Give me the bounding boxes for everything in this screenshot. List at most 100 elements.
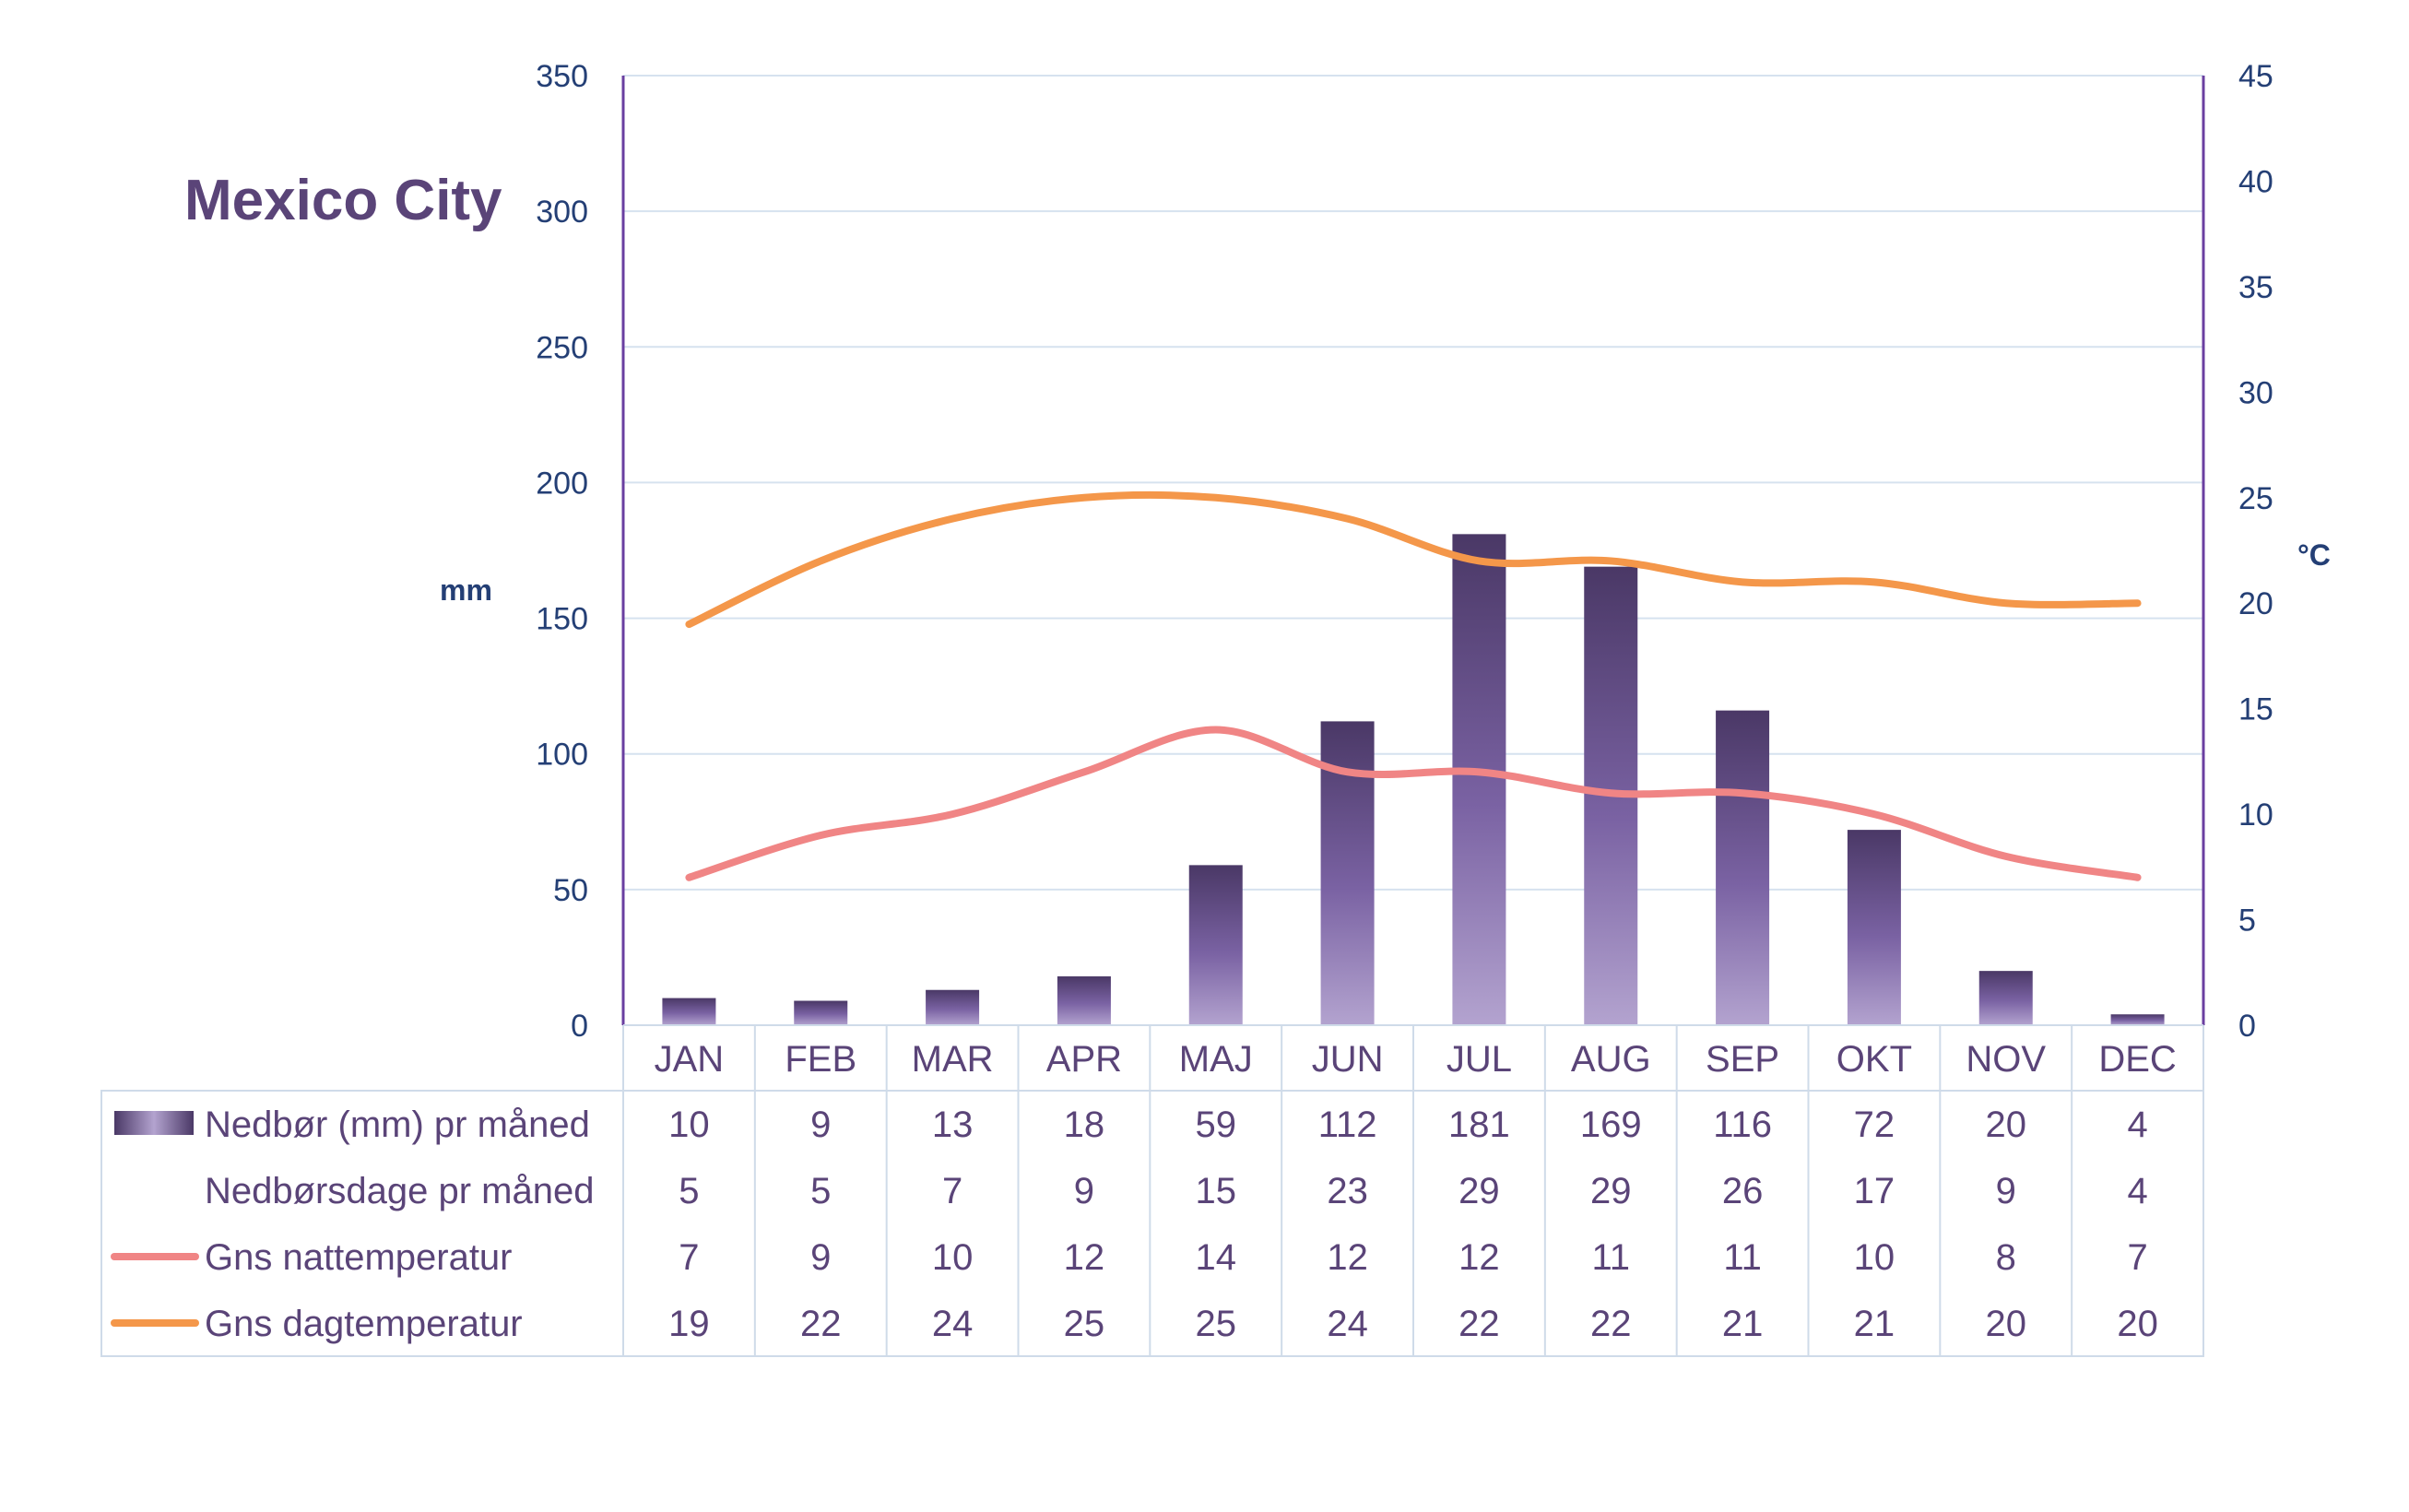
precipitation-bar [1452, 534, 1506, 1025]
table-cell: 24 [1327, 1304, 1368, 1344]
precipitation-bar [794, 1000, 848, 1025]
y2-tick-label: 20 [2238, 586, 2273, 621]
table-cell: 12 [1327, 1237, 1368, 1278]
y2-tick-label: 35 [2238, 270, 2273, 305]
table-cell: 17 [1854, 1171, 1895, 1211]
table-cell: 21 [1722, 1304, 1764, 1344]
table-cell: 9 [1074, 1171, 1094, 1211]
temperature-lines [685, 490, 2142, 881]
table-cell: 8 [1996, 1237, 2016, 1278]
y-tick-label: 350 [536, 59, 588, 94]
x-tick-label: SEP [1706, 1039, 1779, 1080]
table-row-label: Gns dagtemperatur [205, 1304, 523, 1344]
table-cell: 7 [679, 1237, 699, 1278]
table-cell: 25 [1064, 1304, 1105, 1344]
y-tick-label: 300 [536, 195, 588, 230]
y-tick-label: 100 [536, 738, 588, 773]
chart-title: Mexico City [184, 169, 502, 232]
table-cell: 23 [1327, 1171, 1368, 1211]
table-cell: 4 [2127, 1104, 2147, 1145]
table-cell: 12 [1064, 1237, 1105, 1278]
table-cell: 9 [810, 1237, 831, 1278]
y2-tick-label: 45 [2238, 59, 2273, 94]
precipitation-bars [662, 534, 2165, 1025]
x-tick-label: AUG [1571, 1039, 1651, 1080]
table-cell: 10 [932, 1237, 974, 1278]
x-tick-label: MAR [912, 1039, 994, 1080]
table-cell: 10 [668, 1104, 710, 1145]
table-cell: 14 [1196, 1237, 1237, 1278]
table-cell: 20 [1986, 1304, 2027, 1344]
y-tick-label: 0 [571, 1009, 588, 1044]
table-cell: 9 [810, 1104, 831, 1145]
precipitation-bar [1057, 976, 1111, 1025]
table-cell: 20 [2117, 1304, 2158, 1344]
y2-tick-label: 10 [2238, 797, 2273, 833]
y-tick-label: 250 [536, 330, 588, 365]
table-cell: 5 [679, 1171, 699, 1211]
precipitation-bar [926, 989, 980, 1025]
y2-tick-label: 0 [2238, 1009, 2256, 1044]
table-cell: 116 [1713, 1104, 1772, 1145]
table-cell: 21 [1854, 1304, 1895, 1344]
table-cell: 29 [1590, 1171, 1632, 1211]
table-cell: 22 [1590, 1304, 1632, 1344]
precipitation-bar [1978, 971, 2033, 1025]
y2-tick-label: 15 [2238, 692, 2273, 727]
precipitation-bar [662, 998, 716, 1025]
x-tick-label: APR [1046, 1039, 1122, 1080]
table-cell: 26 [1722, 1171, 1764, 1211]
x-tick-label: JUN [1312, 1039, 1384, 1080]
y2-tick-label: 25 [2238, 481, 2273, 516]
table-cell: 9 [1996, 1171, 2016, 1211]
table-cell: 15 [1196, 1171, 1237, 1211]
temperature-line [685, 490, 2142, 629]
table-cell: 18 [1064, 1104, 1105, 1145]
table-cell: 7 [942, 1171, 962, 1211]
table-cell: 112 [1318, 1104, 1377, 1145]
table-cell: 20 [1986, 1104, 2027, 1145]
y-tick-label: 200 [536, 466, 588, 501]
legend-key-bar [114, 1111, 194, 1135]
precipitation-bar [1847, 830, 1901, 1025]
data-table: JAN FEB MAR APR MAJ JUN JUL AUG SEP OKT NOV DEC Nedb… [100, 1024, 2204, 1357]
table-cell: 24 [932, 1304, 974, 1344]
temperature-line [685, 726, 2142, 881]
x-tick-label: MAJ [1179, 1039, 1253, 1080]
table-cell: 25 [1196, 1304, 1237, 1344]
table-cell: 169 [1580, 1104, 1642, 1145]
table-cell: 10 [1854, 1237, 1895, 1278]
precipitation-bar [1188, 865, 1243, 1025]
precipitation-bar [1716, 710, 1770, 1025]
axes: 0 50 100 150 200 250 300 350 0 5 10 15 20 25 30 35 40 45 [536, 59, 2273, 1044]
table-cell: 12 [1458, 1237, 1500, 1278]
precipitation-bar [2110, 1014, 2165, 1025]
y2-tick-label: 5 [2238, 904, 2256, 939]
y2-tick-label: 30 [2238, 375, 2273, 410]
table-cell: 5 [810, 1171, 831, 1211]
table-cell: 11 [1723, 1237, 1762, 1278]
x-tick-label: DEC [2098, 1039, 2176, 1080]
y2-tick-label: 40 [2238, 164, 2273, 199]
table-cell: 19 [668, 1304, 710, 1344]
table-cell: 11 [1591, 1237, 1630, 1278]
x-tick-label: JUL [1447, 1039, 1512, 1080]
table-cell: 7 [2127, 1237, 2147, 1278]
table-cell: 4 [2127, 1171, 2147, 1211]
y-tick-label: 150 [536, 602, 588, 637]
x-tick-label: FEB [785, 1039, 856, 1080]
table-cell: 29 [1458, 1171, 1500, 1211]
x-tick-label: NOV [1966, 1039, 2046, 1080]
table-cell: 181 [1448, 1104, 1510, 1145]
x-tick-label: OKT [1836, 1039, 1912, 1080]
table-row-label: Gns nattemperatur [205, 1237, 513, 1278]
table-row-label: Nedbør (mm) pr måned [205, 1104, 590, 1145]
table-cell: 72 [1854, 1104, 1895, 1145]
table-cell: 22 [800, 1304, 842, 1344]
gridlines [623, 75, 2203, 891]
table-row-label: Nedbørsdage pr måned [205, 1171, 594, 1211]
table-cell: 59 [1196, 1104, 1237, 1145]
table-cell: 13 [932, 1104, 974, 1145]
table-cell: 22 [1458, 1304, 1500, 1344]
